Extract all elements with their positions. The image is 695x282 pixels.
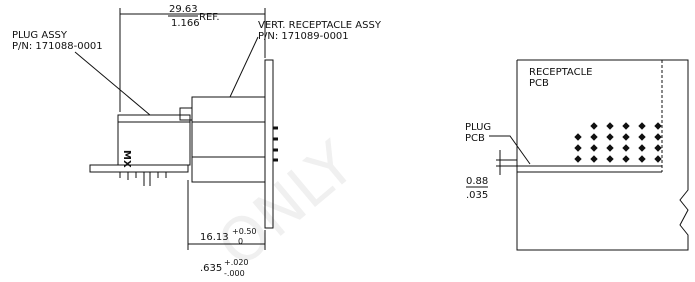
gap-metric: 0.88 [466,176,488,187]
gap-inch: .035 [466,190,488,201]
contact [639,145,645,151]
contact [639,134,645,140]
dim-suffix: REF. [199,12,220,23]
detail-view [466,60,688,250]
contact-array [575,123,661,162]
contact [591,145,597,151]
tol-plus: +0.50 [232,227,257,236]
contact [655,123,661,129]
plug-pins [120,172,166,186]
contact [623,134,629,140]
tol-minus: -.000 [224,269,245,278]
contact [623,156,629,162]
contact [655,156,661,162]
leader [75,52,150,115]
contact [655,134,661,140]
contact [639,123,645,129]
contact [575,156,581,162]
plug-pcb [90,165,188,172]
plug-pn: P/N: 171088-0001 [12,41,103,52]
body-mark: MX [121,150,132,168]
dim-metric: 29.63 [169,4,198,15]
tol-minus: 0 [238,237,243,246]
contact [607,156,613,162]
drawing: ONLY 29.63 1.166 REF. PLUG ASSY P/N: 171… [0,0,695,282]
dim-inch: .635 [200,263,222,274]
contact [591,156,597,162]
plug-pcb-label: PCB [465,133,485,144]
tol-plus: +.020 [224,258,249,267]
contact [575,145,581,151]
receptacle-pcb-label: PCB [529,78,549,89]
dim-metric: 16.13 [200,232,229,243]
contact [607,145,613,151]
contact [591,123,597,129]
plug-label: PLUG ASSY [12,30,68,41]
receptacle-pcb-label: RECEPTACLE [529,67,592,78]
receptacle-pn: P/N: 171089-0001 [258,31,349,42]
receptacle-body [192,97,265,182]
pins [273,128,278,160]
contact [623,145,629,151]
plug-pcb-label: PLUG [465,122,491,133]
receptacle-label: VERT. RECEPTACLE ASSY [258,20,382,31]
contact [607,134,613,140]
contact [639,156,645,162]
leader [230,37,258,97]
contact [655,145,661,151]
contact [607,123,613,129]
dim-inch: 1.166 [171,18,200,29]
contact [575,134,581,140]
contact [623,123,629,129]
contact [591,134,597,140]
